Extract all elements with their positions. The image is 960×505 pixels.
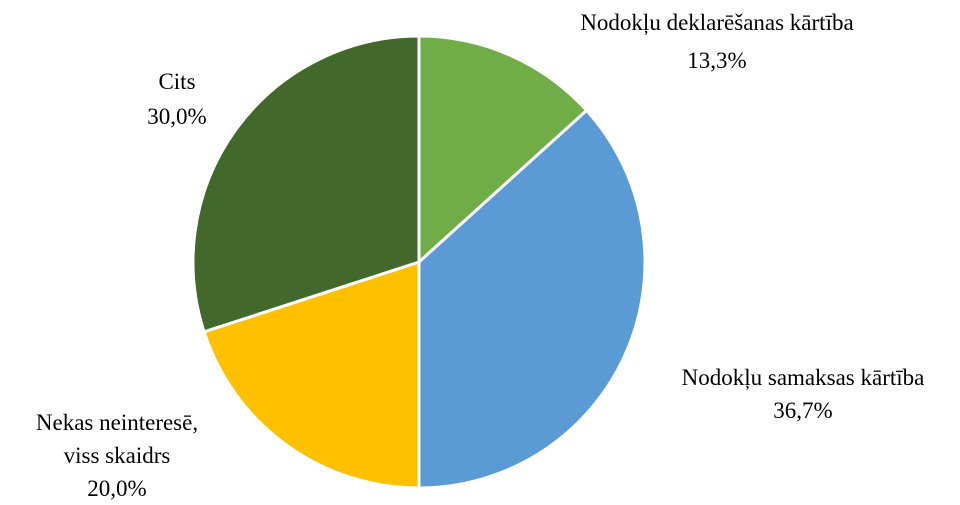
slice-label-deklaresanas-line-1: Nodokļu deklarēšanas kārtība: [580, 10, 853, 36]
slice-value-cits: 30,0%: [147, 104, 206, 129]
slice-samaksas: [417, 108, 647, 490]
pie-slices: [191, 34, 647, 490]
slice-label-cits-line-1: Cits: [158, 69, 195, 94]
slice-label-nekas-line-1: Nekas neinteresē,: [36, 410, 198, 435]
slice-nekas: [202, 259, 421, 490]
slice-value-samaksas: 36,7%: [773, 398, 832, 423]
slice-label-samaksas-line-1: Nodokļu samaksas kārtība: [682, 365, 925, 391]
slice-label-nekas-line-2: viss skaidrs: [64, 443, 171, 468]
slice-value-nekas: 20,0%: [87, 476, 146, 500]
slice-label-deklaresanas: Nodokļu deklarēšanas kārtība 13,3%: [580, 10, 853, 73]
slice-label-nekas: Nekas neinteresē, viss skaidrs 20,0%: [36, 410, 198, 501]
slice-cits: [191, 34, 421, 334]
slice-deklaresanas: [417, 34, 589, 266]
slice-label-cits: Cits 30,0%: [147, 69, 206, 129]
slice-label-samaksas: Nodokļu samaksas kārtība 36,7%: [682, 365, 925, 423]
slice-value-deklaresanas: 13,3%: [687, 48, 746, 73]
